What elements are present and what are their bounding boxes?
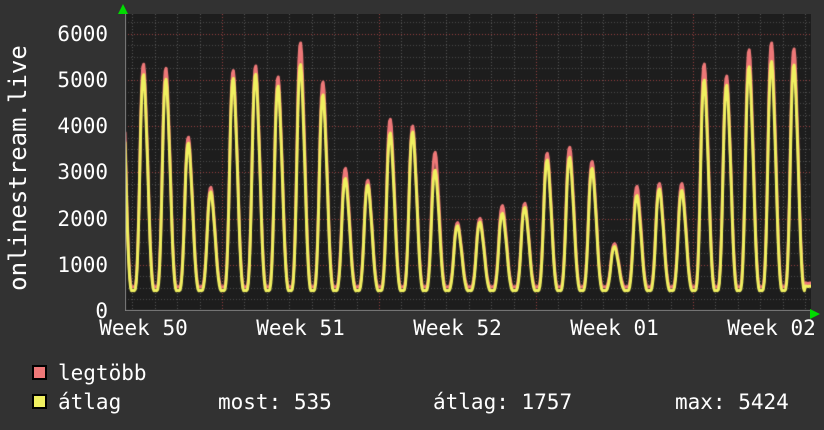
legend-swatch-atlag — [32, 394, 47, 409]
stat-max: max: 5424 — [675, 391, 789, 413]
x-tick-label: Week 02 — [727, 316, 816, 340]
x-tick-label: Week 51 — [256, 316, 345, 340]
stat-atlag-value: 1757 — [521, 390, 573, 414]
legend-label-atlag: átlag — [58, 390, 122, 414]
stat-atlag: átlag: 1757 — [433, 391, 572, 413]
y-tick-label: 1000 — [57, 252, 108, 277]
x-axis-arrow-icon — [810, 309, 820, 319]
stat-most: most: 535 — [218, 391, 332, 413]
legend-swatch-legtobb — [32, 365, 47, 380]
stat-most-label: most: — [218, 390, 282, 414]
legend-label-legtobb: legtöbb — [58, 361, 147, 385]
y-tick-label: 4000 — [57, 114, 108, 139]
plot-area — [125, 14, 811, 311]
x-tick-label: Week 52 — [413, 316, 502, 340]
stat-max-value: 5424 — [738, 390, 789, 414]
y-tick-label: 6000 — [57, 21, 108, 46]
stat-atlag-label: átlag: — [433, 390, 509, 414]
y-tick-label: 0 — [95, 299, 108, 323]
stat-most-value: 535 — [293, 390, 332, 414]
chart-canvas — [125, 14, 811, 311]
y-tick-label: 2000 — [57, 206, 108, 231]
y-tick-label: 5000 — [57, 68, 108, 92]
y-tick-label: 3000 — [57, 160, 108, 185]
x-tick-label: Week 01 — [570, 316, 659, 340]
x-tick-label: Week 50 — [99, 316, 188, 340]
stat-max-label: max: — [675, 390, 726, 414]
y-axis-arrow-icon — [118, 4, 128, 14]
